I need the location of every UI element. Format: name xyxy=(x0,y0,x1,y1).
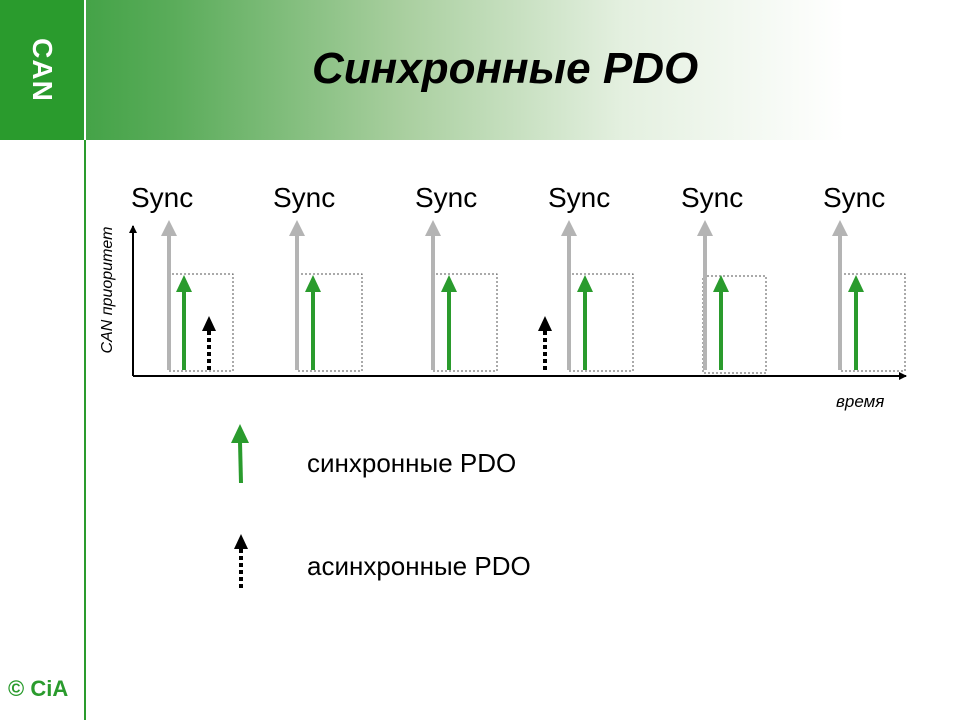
sync-arrowhead-5 xyxy=(697,220,713,236)
sync-pdo-arrowhead-5 xyxy=(713,275,729,292)
sync-arrowhead-1 xyxy=(161,220,177,236)
sync-window-5 xyxy=(702,275,767,374)
sync-pdo-arrowhead-2 xyxy=(305,275,321,292)
sync-arrowhead-4 xyxy=(561,220,577,236)
legend-sync-pdo-arrowhead xyxy=(231,424,249,443)
sync-pdo-arrowhead-3 xyxy=(441,275,457,292)
legend-sync-pdo-label: синхронные PDO xyxy=(307,448,517,478)
x-axis-label: время xyxy=(836,392,885,411)
can-logo: CAN xyxy=(0,0,86,140)
sync-label-4: Sync xyxy=(548,182,611,213)
sync-window-6 xyxy=(839,273,906,372)
sync-label-2: Sync xyxy=(273,182,336,213)
sync-label-1: Sync xyxy=(131,182,194,213)
async-pdo-arrowhead-2 xyxy=(538,316,552,331)
sync-label-5: Sync xyxy=(681,182,744,213)
legend-async-pdo-label: асинхронные PDO xyxy=(307,551,531,581)
async-pdo-arrowhead-1 xyxy=(202,316,216,331)
cia-copyright: © CiA xyxy=(8,676,69,701)
header-banner xyxy=(0,0,960,140)
sync-window-1 xyxy=(167,273,234,372)
sync-window-3 xyxy=(431,273,498,372)
sync-arrowhead-2 xyxy=(289,220,305,236)
legend-async-pdo-arrowhead xyxy=(234,534,248,549)
sync-label-3: Sync xyxy=(415,182,478,213)
slide-title: Синхронные PDO xyxy=(312,44,699,93)
sync-pdo-arrowhead-6 xyxy=(848,275,864,292)
sync-window-4 xyxy=(567,273,634,372)
sync-window-2 xyxy=(296,273,363,372)
sync-arrowhead-6 xyxy=(832,220,848,236)
sync-label-6: Sync xyxy=(823,182,886,213)
sync-arrowhead-3 xyxy=(425,220,441,236)
sync-pdo-arrowhead-4 xyxy=(577,275,593,292)
sync-pdo-arrowhead-1 xyxy=(176,275,192,292)
sidebar-divider xyxy=(84,140,86,720)
legend-sync-pdo-arrow xyxy=(238,441,243,484)
